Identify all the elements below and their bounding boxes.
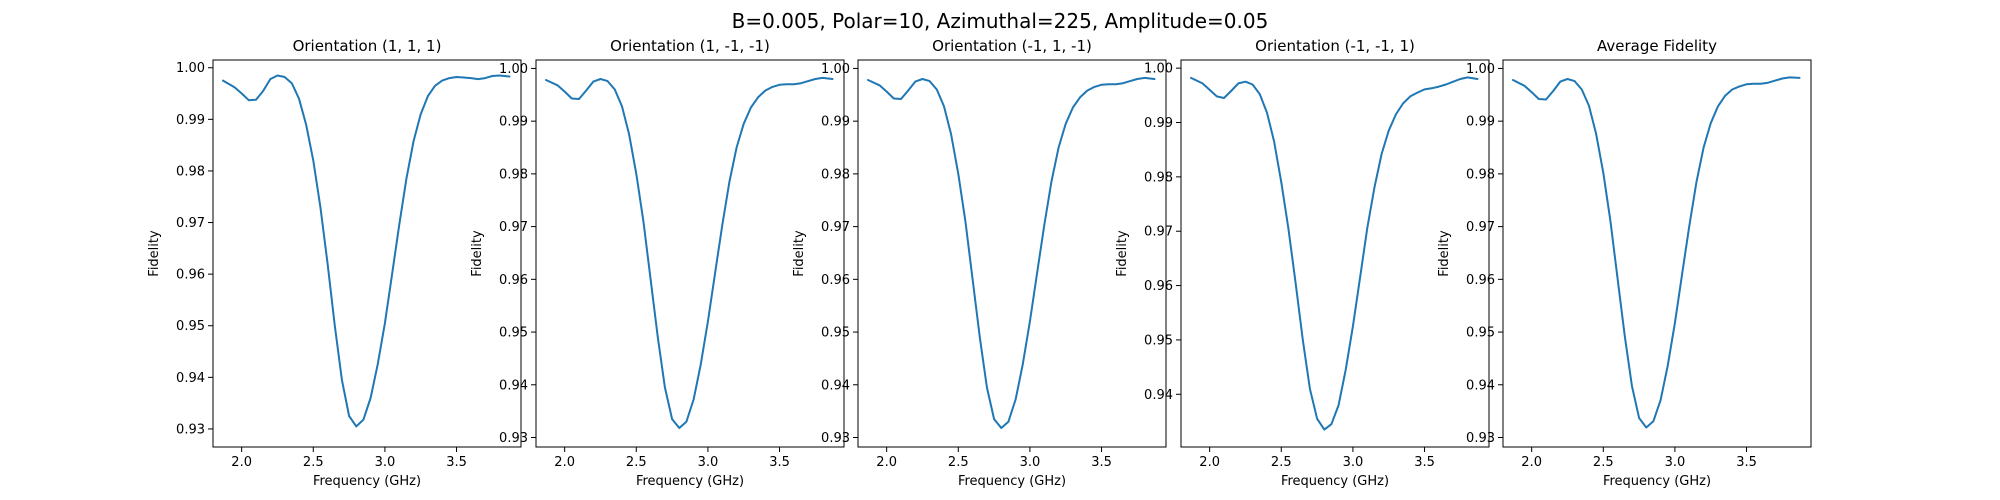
subplot-title: Orientation (1, -1, -1) xyxy=(610,37,770,55)
x-tick-label: 2.0 xyxy=(554,455,575,470)
x-tick-label: 2.5 xyxy=(948,455,969,470)
x-tick-label: 3.5 xyxy=(1414,455,1435,470)
subplot-4: Orientation (-1, -1, 1) 2.0 2.5 3.0 3.5 0.94 0… xyxy=(1115,37,1490,489)
fidelity-series-line xyxy=(1190,76,1479,431)
x-tick-label: 3.5 xyxy=(1736,455,1757,470)
y-tick-label: 0.94 xyxy=(821,378,850,393)
x-tick-label: 3.0 xyxy=(1020,455,1041,470)
subplot-title: Orientation (-1, 1, -1) xyxy=(932,37,1092,55)
x-axis-label: Frequency (GHz) xyxy=(636,474,744,489)
x-tick-label: 2.5 xyxy=(626,455,647,470)
figure-suptitle: B=0.005, Polar=10, Azimuthal=225, Amplit… xyxy=(732,9,1269,33)
y-tick-label: 0.94 xyxy=(176,371,205,386)
y-tick-label: 1.00 xyxy=(821,62,850,77)
y-tick-label: 0.99 xyxy=(1144,116,1173,131)
y-tick-label: 0.96 xyxy=(1144,279,1173,294)
x-tick-label: 2.0 xyxy=(876,455,897,470)
x-axis-label: Frequency (GHz) xyxy=(1281,474,1389,489)
axes-frame xyxy=(535,59,845,448)
y-tick-label: 0.96 xyxy=(1466,273,1495,288)
y-axis-label: Fidelity xyxy=(470,230,485,277)
y-tick-label: 0.97 xyxy=(499,220,528,235)
x-tick-label: 2.0 xyxy=(231,455,252,470)
y-tick-label: 0.93 xyxy=(499,431,528,446)
fidelity-series-line xyxy=(222,74,511,428)
y-tick-label: 0.99 xyxy=(176,113,205,128)
y-tick-label: 0.97 xyxy=(821,220,850,235)
y-tick-label: 0.95 xyxy=(1144,333,1173,348)
y-tick-label: 0.99 xyxy=(821,115,850,130)
x-tick-label: 3.0 xyxy=(1665,455,1686,470)
y-tick-label: 0.96 xyxy=(499,273,528,288)
subplot-title: Orientation (-1, -1, 1) xyxy=(1255,37,1415,55)
y-tick-label: 0.93 xyxy=(176,422,205,437)
y-tick-label: 0.95 xyxy=(1466,326,1495,341)
axes-frame xyxy=(857,59,1167,448)
y-tick-label: 0.99 xyxy=(499,115,528,130)
y-axis-label: Fidelity xyxy=(147,230,162,277)
x-tick-label: 3.0 xyxy=(698,455,719,470)
fidelity-series-line xyxy=(545,76,834,429)
fidelity-series-line xyxy=(867,76,1156,429)
y-axis-label: Fidelity xyxy=(1437,230,1452,277)
x-axis-label: Frequency (GHz) xyxy=(1603,474,1711,489)
x-tick-label: 3.5 xyxy=(446,455,467,470)
y-tick-label: 0.97 xyxy=(1144,225,1173,240)
y-tick-label: 0.94 xyxy=(1144,388,1173,403)
y-axis-label: Fidelity xyxy=(792,230,807,277)
y-tick-label: 0.98 xyxy=(821,167,850,182)
x-tick-label: 2.5 xyxy=(303,455,324,470)
x-tick-label: 2.5 xyxy=(1593,455,1614,470)
y-tick-label: 0.93 xyxy=(821,431,850,446)
y-axis-label: Fidelity xyxy=(1115,230,1130,277)
y-tick-label: 0.98 xyxy=(176,164,205,179)
x-tick-label: 3.5 xyxy=(769,455,790,470)
x-tick-label: 2.5 xyxy=(1271,455,1292,470)
y-tick-label: 0.94 xyxy=(1466,378,1495,393)
y-tick-label: 1.00 xyxy=(1466,62,1495,77)
y-tick-label: 0.96 xyxy=(821,273,850,288)
x-tick-label: 3.5 xyxy=(1091,455,1112,470)
subplot-2: Orientation (1, -1, -1) 2.0 2.5 3.0 3.5 0.93 0… xyxy=(470,37,845,489)
y-tick-label: 0.96 xyxy=(176,268,205,283)
x-tick-label: 3.0 xyxy=(375,455,396,470)
subplot-title: Average Fidelity xyxy=(1597,37,1717,55)
x-tick-label: 2.0 xyxy=(1521,455,1542,470)
axes-frame xyxy=(212,59,522,448)
subplot-3: Orientation (-1, 1, -1) 2.0 2.5 3.0 3.5 0.93 0… xyxy=(792,37,1167,489)
subplot-title: Orientation (1, 1, 1) xyxy=(293,37,442,55)
y-tick-label: 0.93 xyxy=(1466,431,1495,446)
x-axis-label: Frequency (GHz) xyxy=(958,474,1066,489)
axes-frame xyxy=(1180,59,1490,448)
x-tick-label: 3.0 xyxy=(1343,455,1364,470)
subplots: Orientation (1, 1, 1) 2.0 2.5 3.0 3.5 0.93 0.9… xyxy=(147,37,1812,489)
y-tick-label: 1.00 xyxy=(1144,62,1173,77)
y-tick-label: 0.97 xyxy=(176,216,205,231)
y-tick-label: 0.95 xyxy=(499,326,528,341)
y-tick-label: 0.95 xyxy=(821,326,850,341)
y-tick-label: 0.98 xyxy=(1466,167,1495,182)
y-tick-label: 0.98 xyxy=(1144,170,1173,185)
y-tick-label: 0.99 xyxy=(1466,115,1495,130)
y-tick-label: 1.00 xyxy=(176,61,205,76)
y-tick-label: 0.98 xyxy=(499,167,528,182)
y-tick-label: 0.94 xyxy=(499,378,528,393)
axes-frame xyxy=(1502,59,1812,448)
x-tick-label: 2.0 xyxy=(1199,455,1220,470)
subplot-1: Orientation (1, 1, 1) 2.0 2.5 3.0 3.5 0.93 0.9… xyxy=(147,37,522,489)
subplot-5: Average Fidelity 2.0 2.5 3.0 3.5 0.93 0.94 0.95… xyxy=(1437,37,1812,489)
y-tick-label: 0.97 xyxy=(1466,220,1495,235)
y-tick-label: 0.95 xyxy=(176,319,205,334)
x-axis-label: Frequency (GHz) xyxy=(313,474,421,489)
fidelity-series-line xyxy=(1512,76,1801,429)
y-tick-label: 1.00 xyxy=(499,62,528,77)
